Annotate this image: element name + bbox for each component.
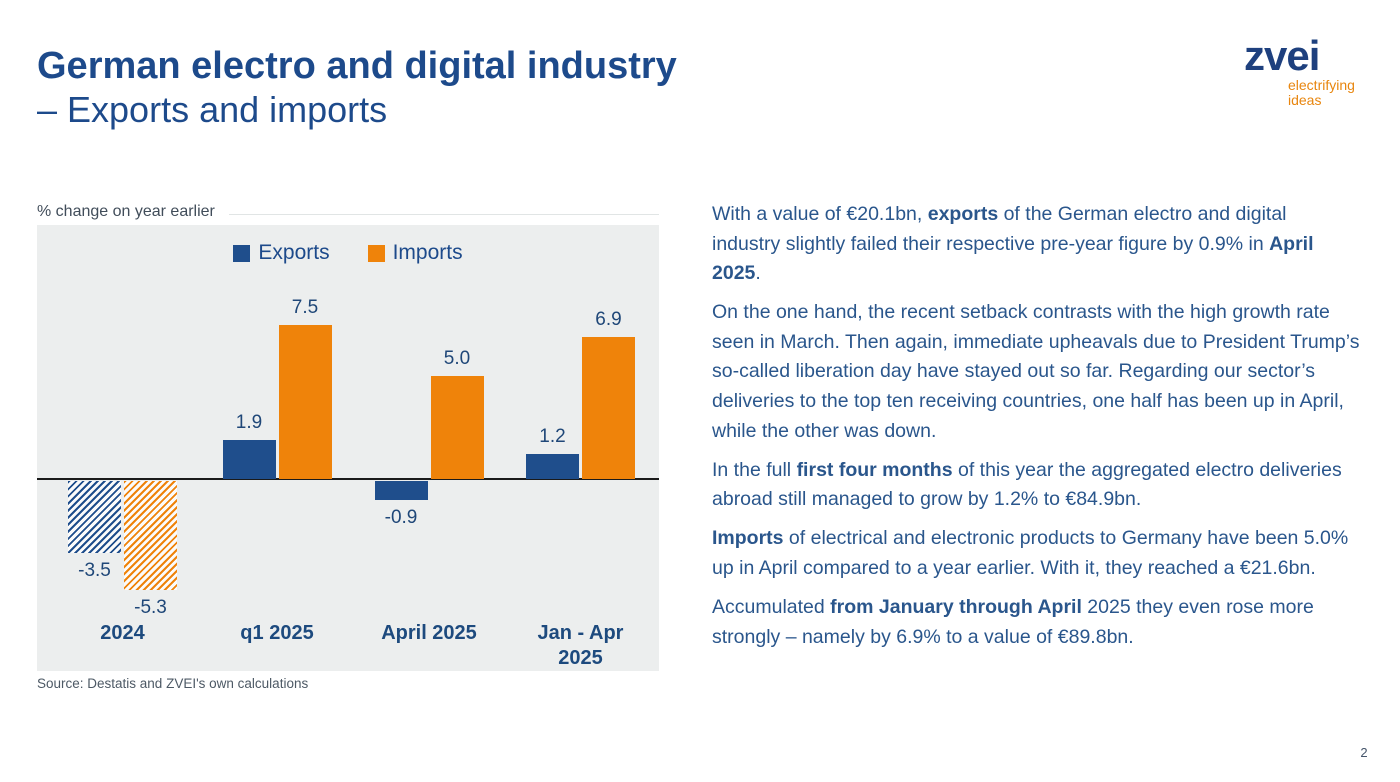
bar-value-label: 1.9 bbox=[235, 411, 263, 433]
body-text-run: Accumulated bbox=[712, 596, 831, 619]
body-text-run: of this year the aggregated electro deli… bbox=[712, 458, 1342, 511]
legend-label-exports: Exports bbox=[258, 241, 330, 264]
category-label-2024: 2024 bbox=[100, 622, 145, 644]
bar-exports-jan---apr-2025 bbox=[526, 454, 579, 479]
title-line-2: – Exports and imports bbox=[37, 89, 388, 130]
bar-value-label: 7.5 bbox=[291, 296, 319, 318]
emphasis-text: from January through April bbox=[830, 596, 1082, 619]
legend-swatch-imports bbox=[367, 244, 385, 262]
bar-value-label: 5.0 bbox=[443, 348, 471, 369]
legend-swatch-exports bbox=[233, 244, 251, 262]
chart-subtitle: % change on year earlier bbox=[37, 203, 215, 220]
bar-value-label: 1.2 bbox=[539, 426, 566, 448]
bar-value-label: 6.9 bbox=[595, 308, 622, 330]
emphasis-text: exports bbox=[927, 203, 999, 225]
body-text-run: of electrical and electronic products to… bbox=[712, 527, 1349, 580]
zvei-tagline-line-1: electrifying bbox=[1288, 77, 1355, 93]
chart-legend: Exports Imports bbox=[37, 241, 659, 265]
title-line-1: German electro and digital industry bbox=[37, 45, 677, 87]
zvei-logo-wordmark: zvei bbox=[1244, 32, 1320, 79]
bar-imports-q1-2025 bbox=[278, 324, 332, 479]
source-note: Source: Destatis and ZVEI's own calculat… bbox=[37, 676, 309, 691]
bar-exports-q1-2025 bbox=[222, 439, 276, 479]
commentary-paragraph: With a value of €20.1bn, exports of the … bbox=[712, 200, 1360, 289]
legend-label-imports: Imports bbox=[392, 241, 463, 264]
bar-value-label: -5.3 bbox=[134, 597, 167, 619]
bar-exports-2024 bbox=[68, 481, 121, 554]
legend-item-exports: Exports bbox=[233, 241, 330, 265]
commentary-paragraph: In the full first four months of this ye… bbox=[712, 456, 1360, 515]
zvei-logo: zvei electrifying ideas bbox=[1244, 32, 1364, 108]
page-title: German electro and digital industry – Ex… bbox=[37, 44, 677, 132]
bar-imports-april-2025 bbox=[430, 376, 484, 479]
bar-imports-jan---apr-2025 bbox=[582, 336, 635, 479]
emphasis-text: first four months bbox=[796, 458, 953, 481]
body-text-run: With a value of €20.1bn, bbox=[712, 203, 928, 225]
commentary-paragraph: Accumulated from January through April 2… bbox=[712, 593, 1360, 652]
body-text-run: . bbox=[755, 262, 761, 285]
chart-subtitle-row: % change on year earlier bbox=[37, 203, 659, 221]
zvei-tagline-line-2: ideas bbox=[1288, 92, 1322, 108]
emphasis-text: April 2025 bbox=[712, 232, 1314, 285]
bar-value-label: -3.5 bbox=[78, 560, 111, 582]
body-text-run: 2025 they even rose more strongly – name… bbox=[712, 596, 1314, 648]
body-text-run: On the one hand, the recent setback cont… bbox=[712, 301, 1360, 442]
emphasis-text: Imports bbox=[712, 527, 784, 550]
body-text-run: In the full bbox=[712, 458, 797, 481]
page-number: 2 bbox=[1360, 745, 1368, 760]
commentary-text: With a value of €20.1bn, exports of the … bbox=[712, 200, 1360, 662]
bar-imports-2024 bbox=[124, 481, 177, 591]
bar-exports-april-2025 bbox=[374, 481, 428, 500]
commentary-paragraph: On the one hand, the recent setback cont… bbox=[712, 298, 1360, 446]
category-label-april-2025: April 2025 bbox=[381, 622, 477, 644]
category-label-q1-2025: q1 2025 bbox=[240, 622, 314, 644]
category-label-jan---apr-2025: Jan - Apr 2025 bbox=[537, 622, 624, 669]
body-text-run: of the German electro and digital indust… bbox=[712, 203, 1287, 255]
zvei-logo-tagline: electrifying ideas bbox=[1288, 78, 1364, 108]
legend-item-imports: Imports bbox=[367, 241, 463, 265]
bar-chart: Exports Imports -3.5 1.9 -0.9 1.2 -5.3 7.5 5.0 6… bbox=[37, 225, 659, 671]
bar-value-label: -0.9 bbox=[384, 506, 418, 528]
commentary-paragraph: Imports of electrical and electronic pro… bbox=[712, 524, 1360, 583]
divider-line bbox=[228, 213, 659, 215]
x-axis-line bbox=[37, 478, 659, 480]
